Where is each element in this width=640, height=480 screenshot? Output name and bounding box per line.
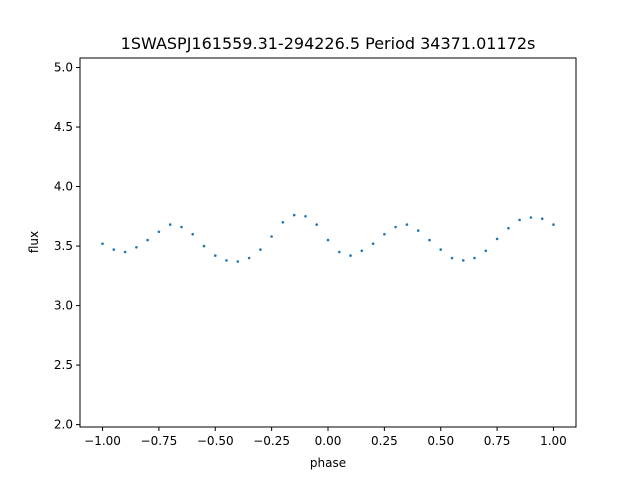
data-point — [552, 223, 555, 226]
y-tick-label: 2.5 — [54, 358, 73, 372]
data-point — [123, 250, 127, 254]
data-point — [507, 226, 510, 230]
data-point — [135, 246, 138, 249]
data-point — [180, 225, 183, 229]
y-tick-label: 4.5 — [54, 120, 73, 134]
y-tick-label: 3.5 — [54, 239, 73, 253]
data-point — [416, 229, 420, 232]
x-tick-label: 0.50 — [427, 434, 454, 448]
x-tick-label: 1.00 — [540, 434, 567, 448]
x-tick-label: −0.25 — [253, 434, 290, 448]
data-point — [214, 254, 217, 257]
data-point — [529, 216, 533, 219]
x-tick-label: −0.50 — [197, 434, 234, 448]
data-point — [540, 217, 544, 220]
data-point — [383, 232, 386, 236]
data-point — [338, 250, 341, 254]
x-tick-label: 0.25 — [371, 434, 398, 448]
data-point — [236, 260, 240, 263]
data-point — [225, 259, 228, 262]
data-point — [247, 256, 251, 260]
scatter-points — [101, 213, 555, 263]
data-point — [439, 248, 443, 251]
data-point — [462, 259, 465, 262]
data-point — [484, 249, 488, 253]
data-point — [473, 256, 476, 260]
x-axis: −1.00 −0.75 −0.50 −0.25 0.00 0.25 0.50 0.75 1.00 — [84, 427, 567, 448]
data-point — [281, 221, 285, 224]
y-tick-label: 5.0 — [54, 61, 73, 75]
x-tick-label: −0.75 — [141, 434, 178, 448]
y-tick-label: 2.0 — [54, 418, 73, 432]
x-tick-label: 0.00 — [315, 434, 342, 448]
y-axis: 2.0 2.5 3.0 3.5 4.0 4.5 5.0 — [54, 61, 80, 432]
x-tick-label: 0.75 — [484, 434, 511, 448]
y-tick-label: 4.0 — [54, 180, 73, 194]
x-axis-label: phase — [310, 456, 346, 470]
data-point — [259, 248, 262, 251]
data-point — [495, 237, 499, 241]
y-axis-label: flux — [27, 231, 41, 253]
data-point — [450, 256, 454, 260]
data-point — [146, 238, 149, 242]
data-point — [315, 223, 319, 226]
data-point — [292, 213, 296, 217]
data-point — [349, 254, 352, 257]
data-point — [326, 238, 330, 242]
y-tick-label: 3.0 — [54, 299, 73, 313]
data-point — [394, 225, 397, 229]
data-point — [101, 242, 104, 245]
data-point — [157, 230, 161, 234]
x-tick-label: −1.00 — [84, 434, 121, 448]
data-point — [405, 223, 409, 226]
data-point — [304, 215, 307, 218]
data-point — [112, 248, 116, 251]
data-point — [371, 242, 375, 245]
data-point — [518, 218, 521, 222]
plot-frame — [79, 57, 577, 428]
data-point — [168, 223, 172, 226]
data-point — [360, 249, 364, 253]
data-point — [270, 235, 273, 238]
data-point — [202, 244, 206, 248]
data-point — [191, 232, 194, 236]
data-point — [428, 238, 431, 242]
chart-title: 1SWASPJ161559.31-294226.5 Period 34371.0… — [121, 34, 536, 53]
